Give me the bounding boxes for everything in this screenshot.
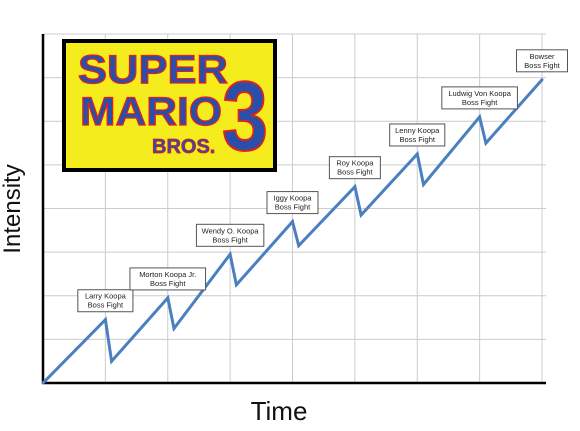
- logo-line-2: MARIO: [80, 90, 222, 134]
- data-point: [484, 141, 488, 145]
- annotation-box: [389, 123, 446, 147]
- annotation-text: Bowser: [529, 52, 555, 61]
- annotation-text: Boss Fight: [88, 301, 124, 310]
- annotation-text: Lenny Koopa: [395, 126, 440, 135]
- annotation-text: Boss Fight: [462, 98, 498, 107]
- logo-number-3: 3: [222, 61, 268, 171]
- annotation-text: Larry Koopa: [85, 292, 127, 301]
- annotation-box: [77, 289, 134, 313]
- annotation-text: Morton Koopa Jr.: [139, 270, 196, 279]
- series-line: [41, 78, 544, 385]
- annotation-box: [516, 49, 568, 73]
- annotation-box: [266, 191, 319, 215]
- annotation-box: [195, 223, 265, 247]
- annotation-text: Wendy O. Koopa: [202, 226, 260, 235]
- data-point: [291, 220, 294, 224]
- y-axis-label: Intensity: [0, 164, 26, 253]
- annotation-box: [129, 267, 207, 291]
- annotation-box: [441, 86, 518, 110]
- data-point: [228, 252, 232, 256]
- data-point: [166, 296, 170, 300]
- annotation-label: Morton Koopa Jr.Boss Fight: [129, 267, 207, 291]
- data-point: [540, 78, 544, 82]
- annotation-text: Boss Fight: [337, 168, 373, 177]
- annotation-text: Boss Fight: [275, 203, 311, 212]
- grid: [43, 33, 546, 383]
- data-point: [41, 381, 45, 385]
- logo-line-1: SUPER: [78, 48, 228, 92]
- axes: [41, 34, 546, 385]
- data-point: [478, 115, 482, 119]
- data-point: [353, 185, 357, 189]
- data-point: [421, 183, 425, 187]
- x-axis-label: Time: [251, 396, 308, 426]
- super-mario-bros-3-logo: SUPER MARIO BROS. 3: [62, 39, 277, 172]
- data-point: [415, 152, 419, 156]
- annotation-text: Boss Fight: [212, 235, 248, 244]
- annotation-text: Boss Fight: [150, 279, 186, 288]
- data-point: [103, 318, 107, 322]
- annotation-text: Ludwig Von Koopa: [448, 89, 511, 98]
- data-point: [359, 213, 363, 217]
- data-point: [297, 244, 301, 248]
- annotation-box: [328, 156, 381, 180]
- data-point: [234, 283, 238, 287]
- annotation-text: Roy Koopa: [336, 159, 374, 168]
- annotation-text: Boss Fight: [524, 61, 560, 70]
- annotation-text: Boss Fight: [400, 135, 436, 144]
- logo-line-3: BROS.: [152, 136, 215, 158]
- annotation-text: Iggy Koopa: [274, 194, 313, 203]
- data-point: [110, 359, 114, 363]
- data-points: [41, 78, 544, 385]
- data-point: [172, 326, 176, 330]
